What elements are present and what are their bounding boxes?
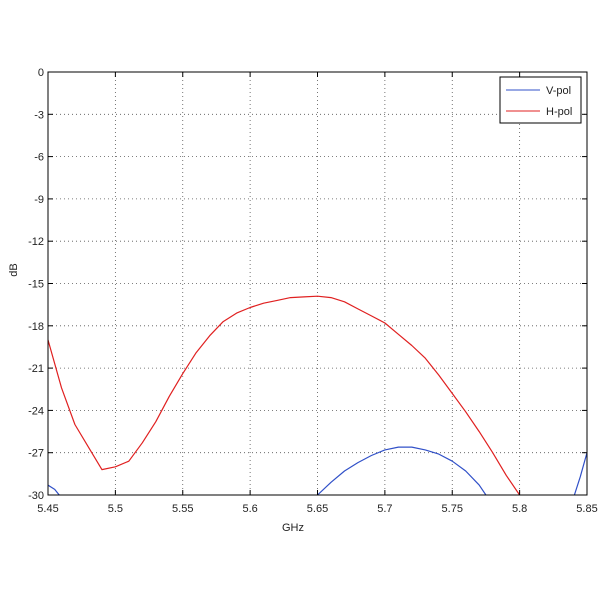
legend: V-pol H-pol xyxy=(499,76,582,124)
grid xyxy=(48,72,587,495)
series-line-h-pol xyxy=(48,295,521,495)
y-tick-label: -6 xyxy=(34,152,44,164)
x-tick-label: 5.45 xyxy=(37,503,58,515)
x-tick-label: 5.65 xyxy=(307,503,328,515)
y-tick-label: -27 xyxy=(28,448,44,460)
tick-labels: 5.45 5.5 5.55 5.6 5.65 5.7 5.75 5.8 5.85 0 -3 -6 -9 -… xyxy=(28,67,598,515)
x-tick-label: 5.85 xyxy=(576,503,597,515)
y-tick-label: -30 xyxy=(28,490,44,502)
y-tick-label: -15 xyxy=(28,279,44,291)
series-line-v-pol xyxy=(48,446,587,495)
x-tick-label: 5.7 xyxy=(377,503,392,515)
y-tick-label: -24 xyxy=(28,405,44,417)
y-tick-label: -9 xyxy=(34,194,44,206)
y-tick-label: -21 xyxy=(28,363,44,375)
x-tick-label: 5.75 xyxy=(442,503,463,515)
series-layer xyxy=(48,295,587,495)
legend-box xyxy=(499,76,582,124)
y-axis-label: dB xyxy=(8,263,20,276)
y-tick-label: -18 xyxy=(28,321,44,333)
ticks xyxy=(47,71,588,496)
x-tick-label: 5.8 xyxy=(512,503,527,515)
legend-label-h-pol: H-pol xyxy=(546,106,572,118)
y-tick-label: -12 xyxy=(28,236,44,248)
x-axis-label: GHz xyxy=(282,522,304,534)
x-tick-label: 5.55 xyxy=(172,503,193,515)
x-tick-label: 5.5 xyxy=(108,503,123,515)
legend-label-v-pol: V-pol xyxy=(546,85,571,97)
y-tick-label: -3 xyxy=(34,109,44,121)
y-tick-label: 0 xyxy=(38,67,44,79)
x-tick-label: 5.6 xyxy=(242,503,257,515)
